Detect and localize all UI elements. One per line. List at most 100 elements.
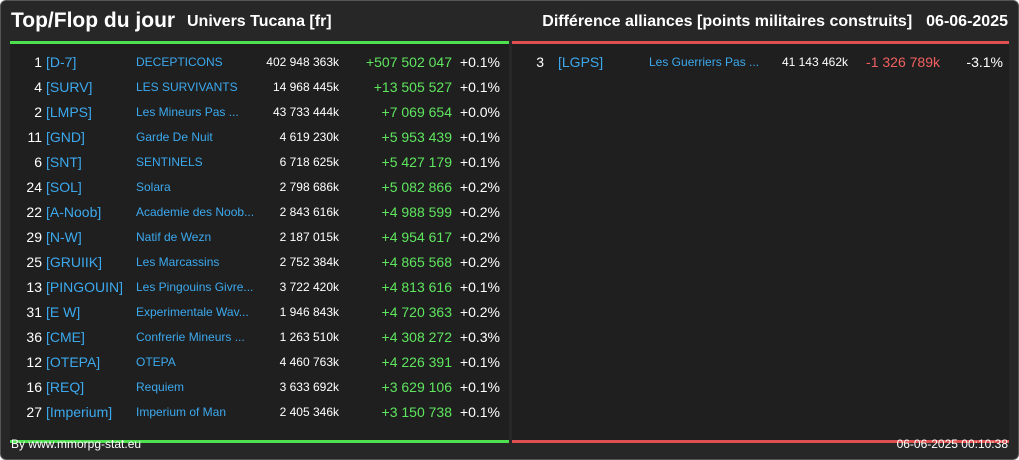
page-title: Top/Flop du jour (11, 9, 176, 32)
points-difference: +507 502 047 (365, 54, 452, 70)
alliance-rank: 3 (536, 54, 544, 70)
table-row: 4 [SURV] LES SURVIVANTS 14 968 445k +13 505 … (10, 75, 509, 100)
percent-change: +0.1% (459, 404, 500, 420)
alliance-tag[interactable]: [Imperium] (46, 404, 113, 420)
alliance-name[interactable]: LES SURVIVANTS (136, 80, 238, 94)
alliance-rank: 24 (26, 179, 42, 195)
alliance-rank: 22 (26, 204, 42, 220)
alliance-points: 1 263 510k (279, 330, 339, 344)
percent-change: +0.2% (459, 204, 500, 220)
percent-change: +0.1% (459, 54, 500, 70)
table-row: 6 [SNT] SENTINELS 6 718 625k +5 427 179 +0.1% (10, 150, 509, 175)
percent-change: +0.2% (459, 229, 500, 245)
table-row: 27 [Imperium] Imperium of Man 2 405 346k +3 … (10, 400, 509, 425)
points-difference: +4 988 599 (381, 204, 452, 220)
alliance-tag[interactable]: [REQ] (46, 379, 85, 395)
points-difference: +5 427 179 (381, 154, 452, 170)
alliance-name[interactable]: Garde De Nuit (136, 130, 213, 144)
alliance-rank: 13 (26, 279, 42, 295)
points-difference: +4 954 617 (381, 229, 452, 245)
points-difference: +4 226 391 (381, 354, 452, 370)
table-row: 29 [N-W] Natif de Wezn 2 187 015k +4 954 617… (10, 225, 509, 250)
table-row: 24 [SOL] Solara 2 798 686k +5 082 866 +0.2% (10, 175, 509, 200)
percent-change: +0.2% (459, 179, 500, 195)
points-difference: +4 813 616 (381, 279, 452, 295)
alliance-rank: 31 (26, 304, 42, 320)
alliance-name[interactable]: OTEPA (136, 355, 176, 369)
percent-change: +0.1% (459, 354, 500, 370)
points-difference: -1 326 789k (866, 54, 940, 70)
alliance-name[interactable]: Experimentale Wav... (136, 305, 249, 319)
alliance-name[interactable]: Requiem (136, 380, 185, 394)
alliance-name[interactable]: Imperium of Man (136, 405, 227, 419)
percent-change: +0.2% (459, 254, 500, 270)
points-difference: +5 953 439 (381, 129, 452, 145)
alliance-points: 2 405 346k (279, 405, 339, 419)
table-row: 31 [E W] Experimentale Wav... 1 946 843k +4 … (10, 300, 509, 325)
alliance-name[interactable]: Natif de Wezn (136, 230, 212, 244)
percent-change: +0.0% (459, 104, 500, 120)
alliance-tag[interactable]: [E W] (46, 304, 81, 320)
alliance-tag[interactable]: [LGPS] (558, 54, 604, 70)
alliance-tag[interactable]: [LMPS] (46, 104, 92, 120)
alliance-tag[interactable]: [OTEPA] (46, 354, 101, 370)
site-credit: By www.mmorpg-stat.eu (11, 437, 142, 451)
alliance-rank: 29 (26, 229, 42, 245)
table-row: 25 [GRUIIK] Les Marcassins 2 752 384k +4 865… (10, 250, 509, 275)
alliance-rank: 11 (27, 129, 42, 145)
percent-change: +0.1% (459, 129, 500, 145)
points-difference: +7 069 654 (381, 104, 452, 120)
alliance-name[interactable]: Les Pingouins Givre... (136, 280, 254, 294)
alliance-name[interactable]: Les Marcassins (136, 255, 220, 269)
alliance-points: 3 722 420k (279, 280, 339, 294)
percent-change: +0.1% (459, 79, 500, 95)
alliance-tag[interactable]: [SNT] (46, 154, 82, 170)
percent-change: +0.3% (459, 329, 500, 345)
alliance-rank: 12 (26, 354, 42, 370)
alliance-tag[interactable]: [A-Noob] (46, 204, 102, 220)
alliance-name[interactable]: Academie des Noob... (136, 205, 255, 219)
percent-change: +0.2% (459, 304, 500, 320)
percent-change: -3.1% (966, 54, 1003, 70)
alliance-tag[interactable]: [GRUIIK] (46, 254, 103, 270)
chart-subtitle: Différence alliances [points militaires … (542, 13, 913, 30)
alliance-name[interactable]: Les Guerriers Pas ... (649, 55, 760, 69)
table-row: 22 [A-Noob] Academie des Noob... 2 843 616k… (10, 200, 509, 225)
alliance-points: 3 633 692k (279, 380, 339, 394)
alliance-points: 14 968 445k (272, 80, 339, 94)
top-losers-panel: 3 [LGPS] Les Guerriers Pas ... 41 143 462k -… (512, 41, 1009, 443)
points-difference: +13 505 527 (373, 79, 452, 95)
alliance-name[interactable]: Les Mineurs Pas ... (136, 105, 239, 119)
alliance-points: 2 187 015k (279, 230, 339, 244)
points-difference: +4 720 363 (381, 304, 452, 320)
table-row: 11 [GND] Garde De Nuit 4 619 230k +5 953 439… (10, 125, 509, 150)
alliance-points: 1 946 843k (279, 305, 339, 319)
top-gainers-panel: 1 [D-7] DECEPTICONS 402 948 363k +507 502 04… (10, 41, 509, 443)
alliance-tag[interactable]: [GND] (46, 129, 85, 145)
alliance-name[interactable]: Solara (136, 180, 171, 194)
table-row: 13 [PINGOUIN] Les Pingouins Givre... 3 722 … (10, 275, 509, 300)
header-date: 06-06-2025 (926, 13, 1008, 30)
points-difference: +4 308 272 (381, 329, 452, 345)
alliance-rank: 16 (26, 379, 42, 395)
table-row: 1 [D-7] DECEPTICONS 402 948 363k +507 502 04… (10, 50, 509, 75)
alliance-rank: 27 (26, 404, 42, 420)
alliance-tag[interactable]: [N-W] (46, 229, 82, 245)
alliance-tag[interactable]: [SOL] (46, 179, 82, 195)
points-difference: +4 865 568 (381, 254, 452, 270)
universe-label: Univers Tucana [fr] (187, 13, 332, 30)
alliance-tag[interactable]: [CME] (46, 329, 85, 345)
alliance-tag[interactable]: [SURV] (46, 79, 93, 95)
points-difference: +3 629 106 (381, 379, 452, 395)
alliance-points: 6 718 625k (279, 155, 339, 169)
alliance-tag[interactable]: [PINGOUIN] (46, 279, 124, 295)
alliance-name[interactable]: Confrerie Mineurs ... (136, 330, 245, 344)
alliance-tag[interactable]: [D-7] (46, 54, 77, 70)
alliance-name[interactable]: DECEPTICONS (136, 55, 223, 69)
alliance-points: 4 460 763k (279, 355, 339, 369)
table-row: 2 [LMPS] Les Mineurs Pas ... 43 733 444k +7 … (10, 100, 509, 125)
alliance-name[interactable]: SENTINELS (136, 155, 203, 169)
table-row: 12 [OTEPA] OTEPA 4 460 763k +4 226 391 +0.1% (10, 350, 509, 375)
table-row: 3 [LGPS] Les Guerriers Pas ... 41 143 462k -… (512, 50, 1009, 75)
